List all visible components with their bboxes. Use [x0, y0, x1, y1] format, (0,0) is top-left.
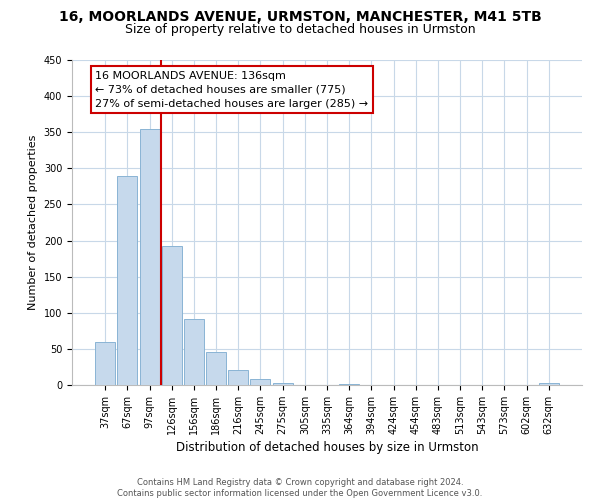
- Y-axis label: Number of detached properties: Number of detached properties: [28, 135, 38, 310]
- Bar: [272, 383, 293, 385]
- Bar: [140, 128, 160, 385]
- Bar: [228, 370, 248, 385]
- Bar: [339, 384, 359, 385]
- Bar: [95, 342, 115, 385]
- X-axis label: Distribution of detached houses by size in Urmston: Distribution of detached houses by size …: [176, 441, 478, 454]
- Bar: [184, 320, 204, 385]
- Bar: [118, 176, 137, 385]
- Bar: [162, 246, 182, 385]
- Text: 16, MOORLANDS AVENUE, URMSTON, MANCHESTER, M41 5TB: 16, MOORLANDS AVENUE, URMSTON, MANCHESTE…: [59, 10, 541, 24]
- Bar: [250, 379, 271, 385]
- Bar: [206, 352, 226, 385]
- Text: Contains HM Land Registry data © Crown copyright and database right 2024.
Contai: Contains HM Land Registry data © Crown c…: [118, 478, 482, 498]
- Bar: [539, 383, 559, 385]
- Text: Size of property relative to detached houses in Urmston: Size of property relative to detached ho…: [125, 22, 475, 36]
- Text: 16 MOORLANDS AVENUE: 136sqm
← 73% of detached houses are smaller (775)
27% of se: 16 MOORLANDS AVENUE: 136sqm ← 73% of det…: [95, 71, 368, 109]
